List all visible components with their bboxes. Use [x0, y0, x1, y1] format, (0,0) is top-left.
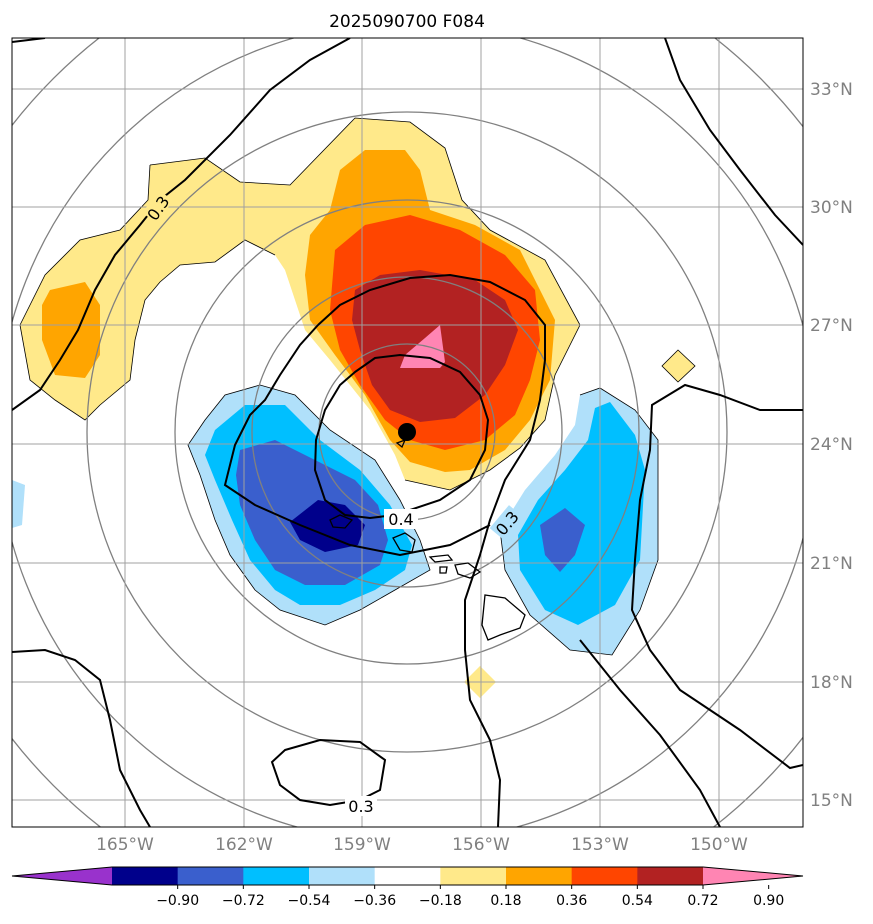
- chart-title: 2025090700 F084: [329, 12, 485, 32]
- range-ring-4: [86, 111, 728, 753]
- gridlines: [12, 38, 803, 827]
- lat-label-15: 15°N: [810, 791, 853, 811]
- island-molokai: [428, 554, 454, 563]
- colorbar-segment: [506, 867, 573, 885]
- lat-label-33: 33°N: [810, 80, 853, 100]
- map-frame: [11, 37, 804, 828]
- island-maui: [454, 562, 482, 579]
- fill-band-0p90: [400, 325, 445, 368]
- contour-label-bg-3: [489, 505, 523, 540]
- colorbar-tick-label: −0.36: [353, 893, 396, 909]
- fill-band-neg0p18-edge: [12, 480, 25, 528]
- colorbar-extend-high: [703, 867, 803, 885]
- filled-contours: [12, 118, 695, 698]
- coastlines: [329, 438, 526, 641]
- colorbar-outline: [11, 866, 804, 886]
- lon-label-150: 150°W: [690, 835, 748, 855]
- contour-label-bg-1: [142, 189, 174, 224]
- island-hawaii: [481, 594, 526, 641]
- lon-label-162: 162°W: [215, 835, 273, 855]
- colorbar-segment: [571, 867, 638, 885]
- contour-0p4: [313, 353, 490, 520]
- lat-label-24: 24°N: [810, 435, 853, 455]
- colorbar-segment: [374, 867, 441, 885]
- contour-label-2: 0.4: [388, 510, 413, 529]
- island-kauai: [329, 514, 354, 529]
- colorbar-segment: [637, 867, 704, 885]
- colorbar: −0.90 −0.72 −0.54 −0.36 −0.18 0.18 0.36 0.54 0.7…: [11, 866, 804, 909]
- colorbar-tick-label: 0.72: [687, 893, 718, 909]
- colorbar-tick-label: −0.90: [156, 893, 199, 909]
- contour-south-west: [12, 648, 151, 827]
- lon-label-156: 156°W: [452, 835, 510, 855]
- lat-labels: 33°N 30°N 27°N 24°N 21°N 18°N 15°N: [810, 80, 853, 811]
- colorbar-tick-label: 0.36: [556, 893, 587, 909]
- lat-label-18: 18°N: [810, 673, 853, 693]
- colorbar-segment: [243, 867, 310, 885]
- contour-0p3-north: [12, 38, 351, 411]
- lat-label-27: 27°N: [810, 316, 853, 336]
- fill-outlines: [19, 117, 696, 656]
- lon-label-159: 159°W: [333, 835, 391, 855]
- contour-label-4: 0.3: [348, 797, 373, 816]
- colorbar-segment: [112, 867, 179, 885]
- lat-label-21: 21°N: [810, 554, 853, 574]
- colorbar-tick-label: 0.54: [622, 893, 653, 909]
- storm-center-marker: [398, 423, 416, 441]
- colorbar-tick-label: −0.72: [222, 893, 265, 909]
- colorbar-tick-label: −0.18: [419, 893, 462, 909]
- contour-label-bg-4: [345, 796, 377, 816]
- range-ring-3: [174, 199, 640, 665]
- colorbar-tick-label: 0.90: [753, 893, 784, 909]
- island-oahu: [392, 532, 416, 553]
- contour-lines: [12, 38, 803, 827]
- lon-label-165: 165°W: [96, 835, 154, 855]
- lon-label-153: 153°W: [571, 835, 629, 855]
- fill-band-neg0p54-east: [540, 508, 585, 572]
- colorbar-segment: [440, 867, 507, 885]
- fill-band-neg0p72-west: [290, 500, 365, 552]
- colorbar-tick-label: −0.54: [288, 893, 331, 909]
- range-ring-2: [251, 276, 563, 588]
- fill-band-0p36-west: [42, 282, 100, 378]
- colorbar-segment: [309, 867, 376, 885]
- contour-0p3-ring: [223, 273, 546, 827]
- colorbar-tick-label: 0.18: [490, 893, 521, 909]
- contour-east: [579, 38, 803, 827]
- contour-label-bg-2: [384, 509, 418, 529]
- colorbar-extend-low: [12, 867, 112, 885]
- fill-band-neg0p36-east: [518, 402, 645, 625]
- lon-labels: 165°W 162°W 159°W 156°W 153°W 150°W: [96, 835, 748, 855]
- island-lanai: [439, 566, 448, 574]
- colorbar-segment: [177, 867, 244, 885]
- lat-label-30: 30°N: [810, 198, 853, 218]
- island-small: [395, 438, 407, 449]
